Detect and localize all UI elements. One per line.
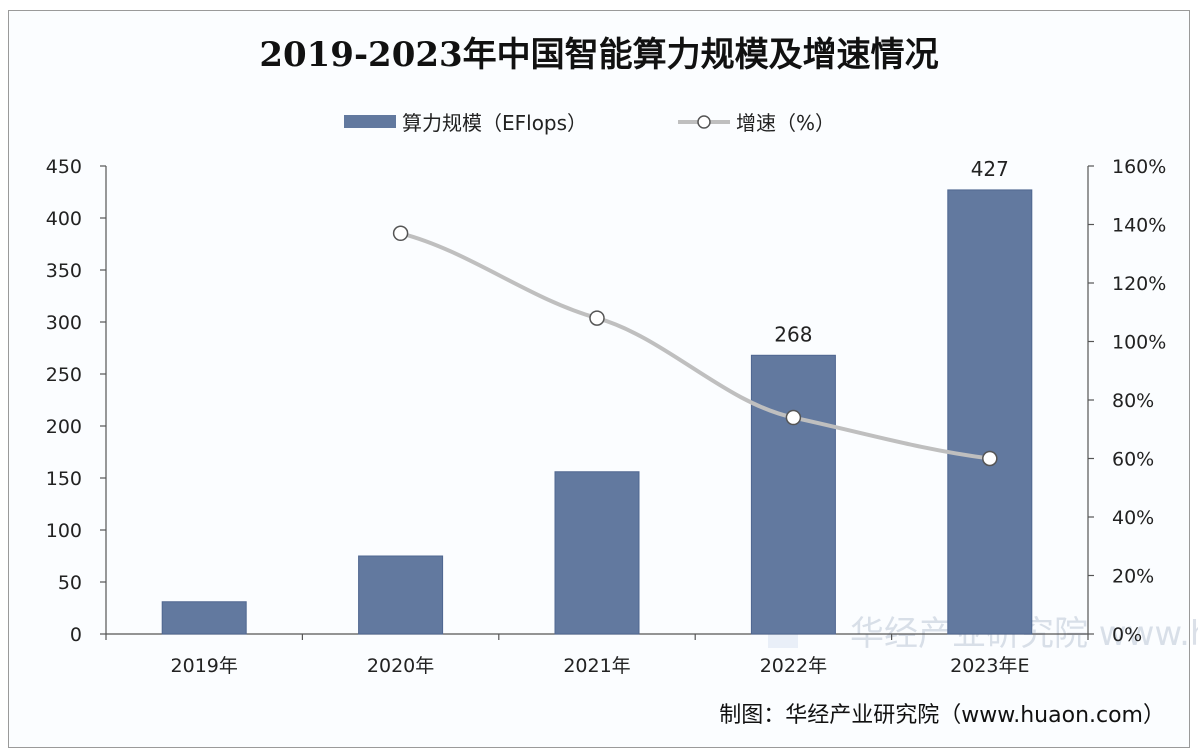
x-tick-label: 2023年E <box>950 655 1029 677</box>
y-left-tick-label: 400 <box>46 208 82 230</box>
y-right-tick-label: 0% <box>1112 624 1142 646</box>
y-left-tick-label: 150 <box>46 468 82 490</box>
y-right-tick-label: 120% <box>1112 273 1166 295</box>
bar-data-label: 268 <box>774 322 812 346</box>
x-tick-label: 2022年 <box>760 655 827 677</box>
growth-line <box>400 231 991 461</box>
y-left-tick-label: 200 <box>46 416 82 438</box>
x-tick-label: 2019年 <box>171 655 238 677</box>
y-left-tick-label: 100 <box>46 520 82 542</box>
y-left-tick-label: 350 <box>46 260 82 282</box>
bar-2020年 <box>358 555 444 635</box>
x-tick-label: 2020年 <box>367 655 434 677</box>
legend-bar-swatch <box>344 115 396 128</box>
y-right-tick-label: 140% <box>1112 215 1166 237</box>
legend-bar-label: 算力规模（EFlops） <box>402 111 587 135</box>
growth-point <box>982 450 998 467</box>
legend: 算力规模（EFlops） 增速（%） <box>344 111 835 135</box>
x-tick-label: 2021年 <box>563 655 630 677</box>
y-right-tick-label: 80% <box>1112 390 1154 412</box>
growth-point <box>392 225 409 242</box>
y-right-tick-label: 100% <box>1112 332 1166 354</box>
bar-2021年 <box>554 471 640 635</box>
y-left-tick-label: 0 <box>70 624 82 646</box>
y-right-tick-label: 60% <box>1112 449 1154 471</box>
y-left-tick-label: 250 <box>46 364 82 386</box>
growth-point <box>589 310 605 326</box>
y-left-tick-label: 450 <box>46 156 82 178</box>
legend-line-marker <box>697 115 711 129</box>
bar-2022年 <box>750 354 836 635</box>
y-right-tick-label: 160% <box>1112 156 1166 178</box>
legend-line-label: 增速（%） <box>736 111 835 135</box>
bar-2023年E <box>947 189 1033 635</box>
y-right-tick-label: 40% <box>1112 507 1154 529</box>
chart-title: 2019-2023年中国智能算力规模及增速情况 <box>259 35 938 75</box>
y-left-tick-label: 300 <box>46 312 82 334</box>
y-left-tick-label: 50 <box>58 572 82 594</box>
bar-2019年 <box>161 601 247 635</box>
growth-point <box>785 409 802 426</box>
y-right-tick-label: 20% <box>1112 566 1154 588</box>
source-note: 制图：华经产业研究院（www.huaon.com） <box>719 703 1165 728</box>
bar-data-label: 427 <box>971 157 1009 181</box>
